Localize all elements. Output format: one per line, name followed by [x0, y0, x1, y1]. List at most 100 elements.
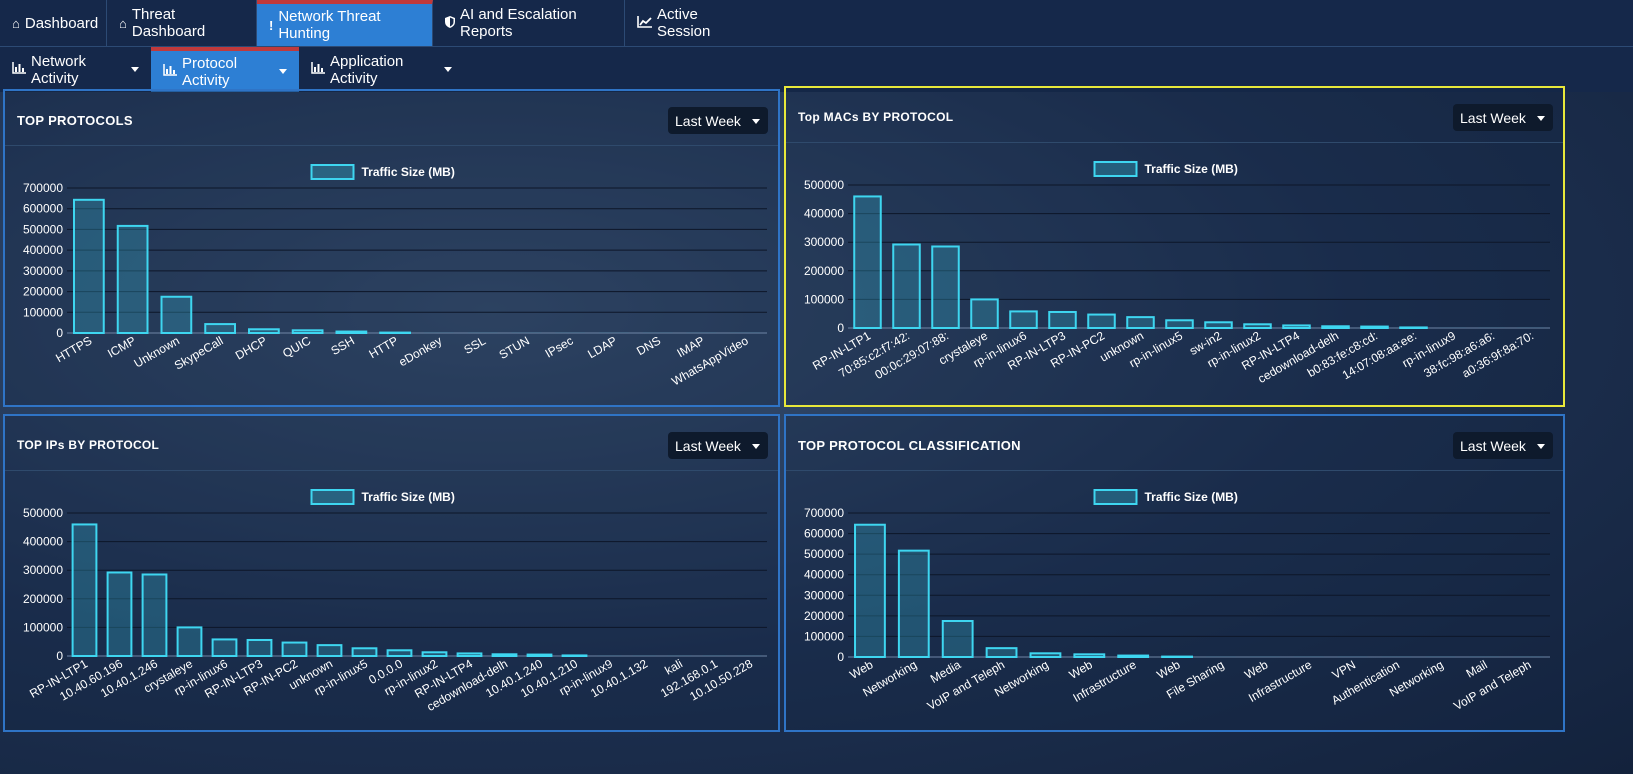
- bar[interactable]: [897, 549, 930, 658]
- bar[interactable]: [351, 647, 378, 657]
- bar[interactable]: [335, 330, 368, 335]
- tab-active-session[interactable]: Active Session: [625, 0, 760, 46]
- y-tick-label: 300000: [804, 235, 844, 249]
- bar[interactable]: [1206, 656, 1236, 658]
- bar[interactable]: [176, 626, 203, 657]
- bar[interactable]: [702, 655, 727, 657]
- bar[interactable]: [597, 655, 622, 657]
- x-tick-label: DNS: [634, 333, 663, 358]
- bar[interactable]: [291, 329, 324, 335]
- bar[interactable]: [1439, 327, 1466, 329]
- subtab-protocol-activity[interactable]: Protocol Activity: [151, 47, 299, 92]
- bar[interactable]: [1293, 656, 1324, 658]
- bar[interactable]: [526, 653, 553, 658]
- bar[interactable]: [1117, 654, 1150, 658]
- bar[interactable]: [1337, 656, 1368, 658]
- bar[interactable]: [730, 332, 760, 334]
- bar[interactable]: [211, 638, 238, 658]
- y-tick-label: 500000: [23, 222, 63, 236]
- bar[interactable]: [1048, 310, 1077, 329]
- shield-icon: [445, 15, 455, 31]
- bar[interactable]: [1478, 327, 1505, 329]
- bar[interactable]: [931, 245, 960, 329]
- bar[interactable]: [246, 638, 273, 657]
- y-tick-label: 0: [837, 650, 844, 664]
- period-select[interactable]: Last Week: [1453, 432, 1553, 459]
- bar[interactable]: [141, 573, 168, 657]
- legend: Traffic Size (MB): [1093, 161, 1238, 177]
- bar[interactable]: [1321, 325, 1350, 329]
- bar[interactable]: [686, 332, 717, 334]
- period-select[interactable]: Last Week: [1453, 104, 1553, 131]
- subtab-network-activity[interactable]: Network Activity: [0, 47, 151, 92]
- bar[interactable]: [1425, 656, 1456, 658]
- period-select[interactable]: Last Week: [668, 107, 768, 134]
- panel-title: TOP PROTOCOL CLASSIFICATION: [798, 438, 1021, 453]
- bar[interactable]: [316, 644, 343, 658]
- bar[interactable]: [1126, 316, 1155, 330]
- y-tick-label: 100000: [23, 620, 63, 634]
- tab-dashboard[interactable]: ⌂ Dashboard: [0, 0, 107, 46]
- y-tick-label: 300000: [23, 264, 63, 278]
- bar[interactable]: [599, 332, 629, 334]
- bar[interactable]: [467, 332, 498, 334]
- bar[interactable]: [1249, 656, 1280, 658]
- bar[interactable]: [632, 655, 657, 657]
- subtab-application-activity[interactable]: Application Activity: [299, 47, 464, 92]
- bar[interactable]: [970, 298, 999, 329]
- bar[interactable]: [853, 195, 882, 329]
- bar[interactable]: [106, 571, 133, 657]
- top-macs-panel: Top MACs BY PROTOCOL Last Week Traffic S…: [784, 86, 1565, 407]
- bar[interactable]: [73, 198, 105, 334]
- bar[interactable]: [281, 641, 308, 657]
- chevron-down-icon: [752, 444, 760, 449]
- bar[interactable]: [1360, 325, 1389, 330]
- bar[interactable]: [1073, 653, 1106, 658]
- y-tick-label: 300000: [804, 588, 844, 602]
- bar[interactable]: [941, 620, 974, 658]
- bar[interactable]: [892, 243, 921, 329]
- y-tick-label: 100000: [804, 292, 844, 306]
- tab-threat-dashboard[interactable]: ⌂ Threat Dashboard: [107, 0, 257, 46]
- bar[interactable]: [1381, 656, 1412, 658]
- bar[interactable]: [642, 332, 673, 334]
- x-tick-label: IPsec: [543, 333, 576, 360]
- bar[interactable]: [1469, 656, 1500, 658]
- bar[interactable]: [248, 328, 280, 334]
- bar[interactable]: [421, 651, 448, 657]
- bar[interactable]: [1009, 310, 1038, 330]
- bar[interactable]: [71, 523, 98, 657]
- bar[interactable]: [737, 655, 762, 657]
- bar[interactable]: [1204, 321, 1233, 329]
- bar[interactable]: [667, 655, 692, 657]
- bar[interactable]: [1282, 324, 1311, 329]
- bar[interactable]: [116, 224, 149, 334]
- top-protocols-panel: TOP PROTOCOLS Last Week Traffic Size (MB…: [3, 89, 780, 407]
- bar[interactable]: [1165, 319, 1194, 329]
- tab-ai-escalation-reports[interactable]: AI and Escalation Reports: [433, 0, 625, 46]
- bar[interactable]: [561, 654, 588, 657]
- bar[interactable]: [985, 647, 1018, 658]
- bar[interactable]: [160, 295, 193, 334]
- bar[interactable]: [854, 523, 886, 659]
- bar[interactable]: [204, 323, 236, 334]
- y-tick-label: 0: [56, 649, 63, 663]
- period-select[interactable]: Last Week: [668, 432, 768, 459]
- tab-network-threat-hunting[interactable]: ! Network Threat Hunting: [257, 0, 433, 46]
- home-icon: ⌂: [12, 15, 20, 31]
- bar[interactable]: [491, 653, 518, 657]
- x-tick-label: SSL: [461, 333, 488, 357]
- bar[interactable]: [456, 652, 483, 657]
- bar[interactable]: [1399, 326, 1428, 329]
- bar[interactable]: [424, 332, 454, 334]
- bar[interactable]: [555, 332, 585, 334]
- legend-label: Traffic Size (MB): [362, 165, 455, 179]
- bar[interactable]: [1029, 652, 1062, 659]
- bar[interactable]: [1517, 327, 1544, 329]
- x-tick-label: IMAP: [674, 333, 706, 360]
- bar[interactable]: [1513, 656, 1543, 658]
- bar[interactable]: [1243, 323, 1272, 329]
- bar[interactable]: [511, 332, 542, 334]
- bar[interactable]: [1087, 313, 1116, 329]
- bar[interactable]: [386, 649, 413, 657]
